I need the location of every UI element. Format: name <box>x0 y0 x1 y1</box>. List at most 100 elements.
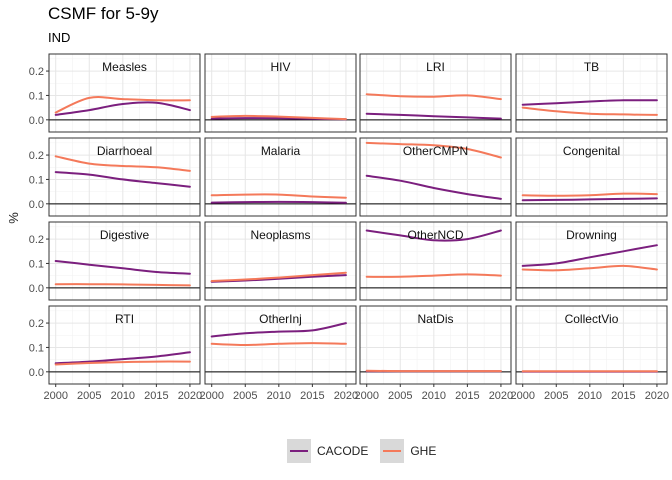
y-tick-label-measles-1: 0.1 <box>29 90 44 102</box>
panel-border-congenital <box>515 137 668 217</box>
panel-title-diarrhoeal: Diarrhoeal <box>97 144 152 158</box>
panel-title-measles: Measles <box>102 60 147 74</box>
series-line-otherncd-ghe <box>365 273 502 278</box>
x-tick-label-rti-1: 2005 <box>77 390 101 402</box>
chart-subtitle: IND <box>48 30 71 45</box>
x-tick-label-collectvio-0: 2000 <box>510 390 534 402</box>
panel-border-otherncd <box>359 221 512 301</box>
series-line-digestive-cacode <box>54 260 191 275</box>
y-tick-label-rti-0: 0.0 <box>29 367 44 379</box>
panel-border-malaria <box>204 137 357 217</box>
series-line-rti-ghe <box>54 360 191 366</box>
x-tick-label-collectvio-3: 2015 <box>611 390 635 402</box>
panel-border-measles <box>48 53 201 133</box>
series-line-digestive-ghe <box>54 283 191 287</box>
facet-chart: % Measles 0.0 0.1 0.2 HIV LRI TB Diarrhoeal 0.0 0.… <box>6 53 669 402</box>
panel-title-lri: LRI <box>426 60 445 74</box>
panel-title-tb: TB <box>584 60 599 74</box>
panel-border-diarrhoeal <box>48 137 201 217</box>
series-line-tb-cacode <box>521 99 658 106</box>
y-tick-label-digestive-2: 0.2 <box>29 234 44 246</box>
panel-border-drowning <box>515 221 668 301</box>
panel-bg-congenital <box>516 138 667 216</box>
y-tick-label-digestive-1: 0.1 <box>29 258 44 270</box>
panel-border-tb <box>515 53 668 133</box>
series-line-congenital-ghe <box>521 192 658 197</box>
panel-title-neoplasms: Neoplasms <box>250 228 310 242</box>
x-tick-label-natdis-4: 2020 <box>489 390 513 402</box>
x-tick-label-otherinj-3: 2015 <box>300 390 324 402</box>
legend-key-ghe <box>380 439 405 463</box>
series-line-otherncd-cacode <box>365 229 502 242</box>
x-tick-label-collectvio-1: 2005 <box>544 390 568 402</box>
series-line-lri-ghe <box>365 93 502 101</box>
panel-border-lri <box>359 53 512 133</box>
panel-title-drowning: Drowning <box>566 228 617 242</box>
x-tick-label-rti-3: 2015 <box>144 390 168 402</box>
panel-border-natdis <box>359 305 512 385</box>
panel-bg-digestive <box>49 222 200 300</box>
series-line-malaria-ghe <box>210 193 347 199</box>
panel-bg-drowning <box>516 222 667 300</box>
panel-bg-othercmpn <box>360 138 511 216</box>
series-line-otherinj-cacode <box>210 322 347 338</box>
series-line-neoplasms-ghe <box>210 271 347 282</box>
x-tick-label-natdis-1: 2005 <box>388 390 412 402</box>
x-tick-label-rti-2: 2010 <box>111 390 135 402</box>
panel-bg-tb <box>516 54 667 132</box>
x-tick-label-otherinj-4: 2020 <box>334 390 358 402</box>
panel-border-collectvio <box>515 305 668 385</box>
series-line-congenital-cacode <box>521 197 658 202</box>
panel-border-neoplasms <box>204 221 357 301</box>
legend-label-ghe: GHE <box>410 444 437 458</box>
series-line-measles-cacode <box>54 101 191 116</box>
panel-border-rti <box>48 305 201 385</box>
legend: CACODE GHE <box>287 439 436 463</box>
panel-title-othercmpn: OtherCMPN <box>403 144 468 158</box>
series-line-drowning-cacode <box>521 244 658 267</box>
chart-title: CSMF for 5-9y <box>48 4 159 23</box>
x-tick-label-otherinj-1: 2005 <box>233 390 257 402</box>
panel-border-otherinj <box>204 305 357 385</box>
panel-bg-neoplasms <box>205 222 356 300</box>
y-tick-label-diarrhoeal-2: 0.2 <box>29 150 44 162</box>
series-line-lri-cacode <box>365 112 502 120</box>
x-tick-label-rti-4: 2020 <box>178 390 202 402</box>
series-line-hiv-ghe <box>210 114 347 121</box>
panel-border-digestive <box>48 221 201 301</box>
series-line-measles-ghe <box>54 96 191 114</box>
x-tick-label-natdis-2: 2010 <box>422 390 446 402</box>
y-tick-label-diarrhoeal-1: 0.1 <box>29 174 44 186</box>
legend-label-cacode: CACODE <box>317 444 369 458</box>
series-line-drowning-ghe <box>521 264 658 272</box>
panel-title-congenital: Congenital <box>563 144 620 158</box>
x-tick-label-collectvio-4: 2020 <box>645 390 669 402</box>
panel-border-othercmpn <box>359 137 512 217</box>
x-tick-label-natdis-3: 2015 <box>455 390 479 402</box>
panel-title-otherinj: OtherInj <box>259 312 302 326</box>
panel-title-hiv: HIV <box>270 60 290 74</box>
x-tick-label-otherinj-2: 2010 <box>267 390 291 402</box>
series-line-diarrhoeal-ghe <box>54 155 191 172</box>
panel-title-otherncd: OtherNCD <box>407 228 463 242</box>
panel-title-malaria: Malaria <box>261 144 301 158</box>
series-line-otherinj-ghe <box>210 342 347 347</box>
series-line-tb-ghe <box>521 106 658 116</box>
x-tick-label-collectvio-2: 2010 <box>578 390 602 402</box>
panel-title-natdis: NatDis <box>417 312 453 326</box>
panel-bg-rti <box>49 306 200 384</box>
series-line-othercmpn-cacode <box>365 174 502 200</box>
y-tick-label-measles-0: 0.0 <box>29 115 44 127</box>
series-line-othercmpn-ghe <box>365 141 502 159</box>
y-axis-label: % <box>6 212 21 224</box>
series-line-diarrhoeal-cacode <box>54 171 191 188</box>
y-tick-label-diarrhoeal-0: 0.0 <box>29 199 44 211</box>
panel-title-digestive: Digestive <box>100 228 150 242</box>
panel-bg-diarrhoeal <box>49 138 200 216</box>
series-line-rti-cacode <box>54 351 191 365</box>
x-tick-label-natdis-0: 2000 <box>354 390 378 402</box>
y-tick-label-rti-1: 0.1 <box>29 342 44 354</box>
panel-title-collectvio: CollectVio <box>565 312 619 326</box>
series-line-malaria-cacode <box>210 200 347 204</box>
panel-border-hiv <box>204 53 357 133</box>
